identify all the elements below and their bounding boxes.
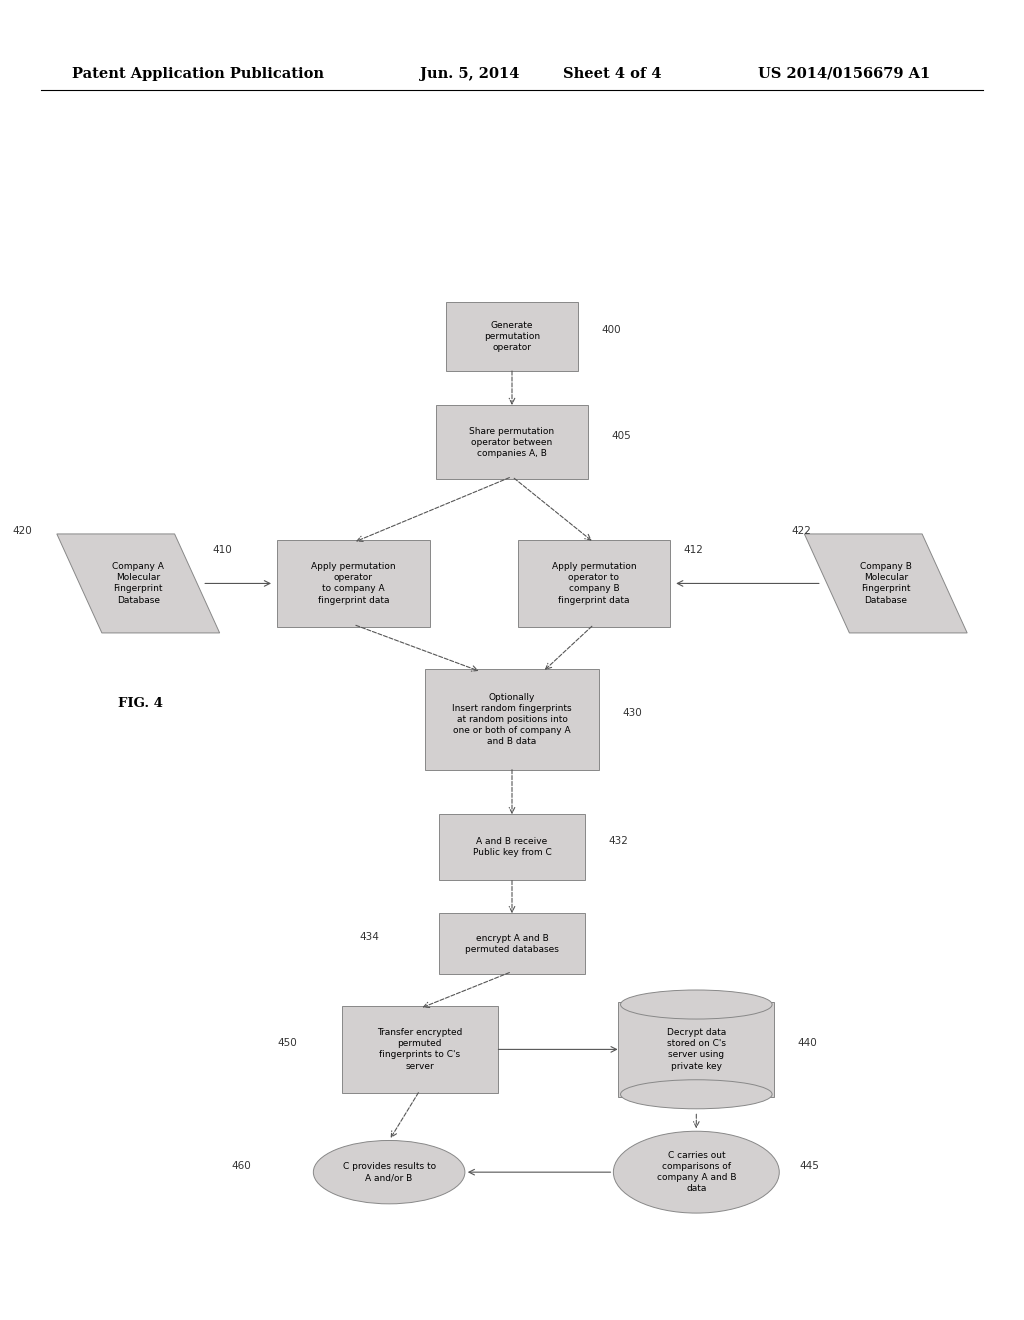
Text: US 2014/0156679 A1: US 2014/0156679 A1: [758, 67, 930, 81]
Text: Company B
Molecular
Fingerprint
Database: Company B Molecular Fingerprint Database: [860, 562, 911, 605]
Text: Transfer encrypted
permuted
fingerprints to C's
server: Transfer encrypted permuted fingerprints…: [377, 1028, 463, 1071]
Ellipse shape: [313, 1140, 465, 1204]
Text: Jun. 5, 2014: Jun. 5, 2014: [420, 67, 519, 81]
Text: Apply permutation
operator to
company B
fingerprint data: Apply permutation operator to company B …: [552, 562, 636, 605]
FancyBboxPatch shape: [618, 1002, 774, 1097]
Text: 434: 434: [359, 932, 379, 942]
Text: 405: 405: [612, 430, 632, 441]
Text: 440: 440: [798, 1038, 817, 1048]
Text: Company A
Molecular
Fingerprint
Database: Company A Molecular Fingerprint Database: [113, 562, 164, 605]
Text: C carries out
comparisons of
company A and B
data: C carries out comparisons of company A a…: [656, 1151, 736, 1193]
Text: encrypt A and B
permuted databases: encrypt A and B permuted databases: [465, 933, 559, 954]
FancyBboxPatch shape: [436, 405, 588, 479]
Text: 460: 460: [231, 1160, 251, 1171]
Text: 410: 410: [212, 545, 232, 556]
Text: Sheet 4 of 4: Sheet 4 of 4: [563, 67, 662, 81]
FancyBboxPatch shape: [439, 814, 585, 880]
Ellipse shape: [621, 1080, 772, 1109]
Text: Apply permutation
operator
to company A
fingerprint data: Apply permutation operator to company A …: [311, 562, 395, 605]
Text: Share permutation
operator between
companies A, B: Share permutation operator between compa…: [469, 426, 555, 458]
Text: Decrypt data
stored on C's
server using
private key: Decrypt data stored on C's server using …: [667, 1028, 726, 1071]
Text: 432: 432: [608, 836, 628, 846]
Text: 430: 430: [623, 708, 642, 718]
Text: C provides results to
A and/or B: C provides results to A and/or B: [343, 1162, 435, 1183]
Text: A and B receive
Public key from C: A and B receive Public key from C: [473, 837, 551, 858]
Text: 400: 400: [602, 325, 622, 335]
FancyBboxPatch shape: [426, 669, 598, 770]
Ellipse shape: [621, 990, 772, 1019]
Text: 445: 445: [800, 1160, 819, 1171]
FancyBboxPatch shape: [342, 1006, 498, 1093]
Text: 450: 450: [278, 1038, 297, 1048]
Polygon shape: [805, 533, 967, 632]
Text: Optionally
Insert random fingerprints
at random positions into
one or both of co: Optionally Insert random fingerprints at…: [453, 693, 571, 746]
Text: 420: 420: [13, 525, 33, 536]
Text: 422: 422: [791, 525, 811, 536]
Polygon shape: [57, 533, 219, 632]
Text: Patent Application Publication: Patent Application Publication: [72, 67, 324, 81]
Ellipse shape: [613, 1131, 779, 1213]
FancyBboxPatch shape: [276, 540, 430, 627]
FancyBboxPatch shape: [517, 540, 670, 627]
Text: Generate
permutation
operator: Generate permutation operator: [484, 321, 540, 352]
Text: 412: 412: [684, 545, 703, 556]
FancyBboxPatch shape: [446, 302, 578, 371]
FancyBboxPatch shape: [439, 913, 585, 974]
Text: FIG. 4: FIG. 4: [118, 697, 163, 710]
